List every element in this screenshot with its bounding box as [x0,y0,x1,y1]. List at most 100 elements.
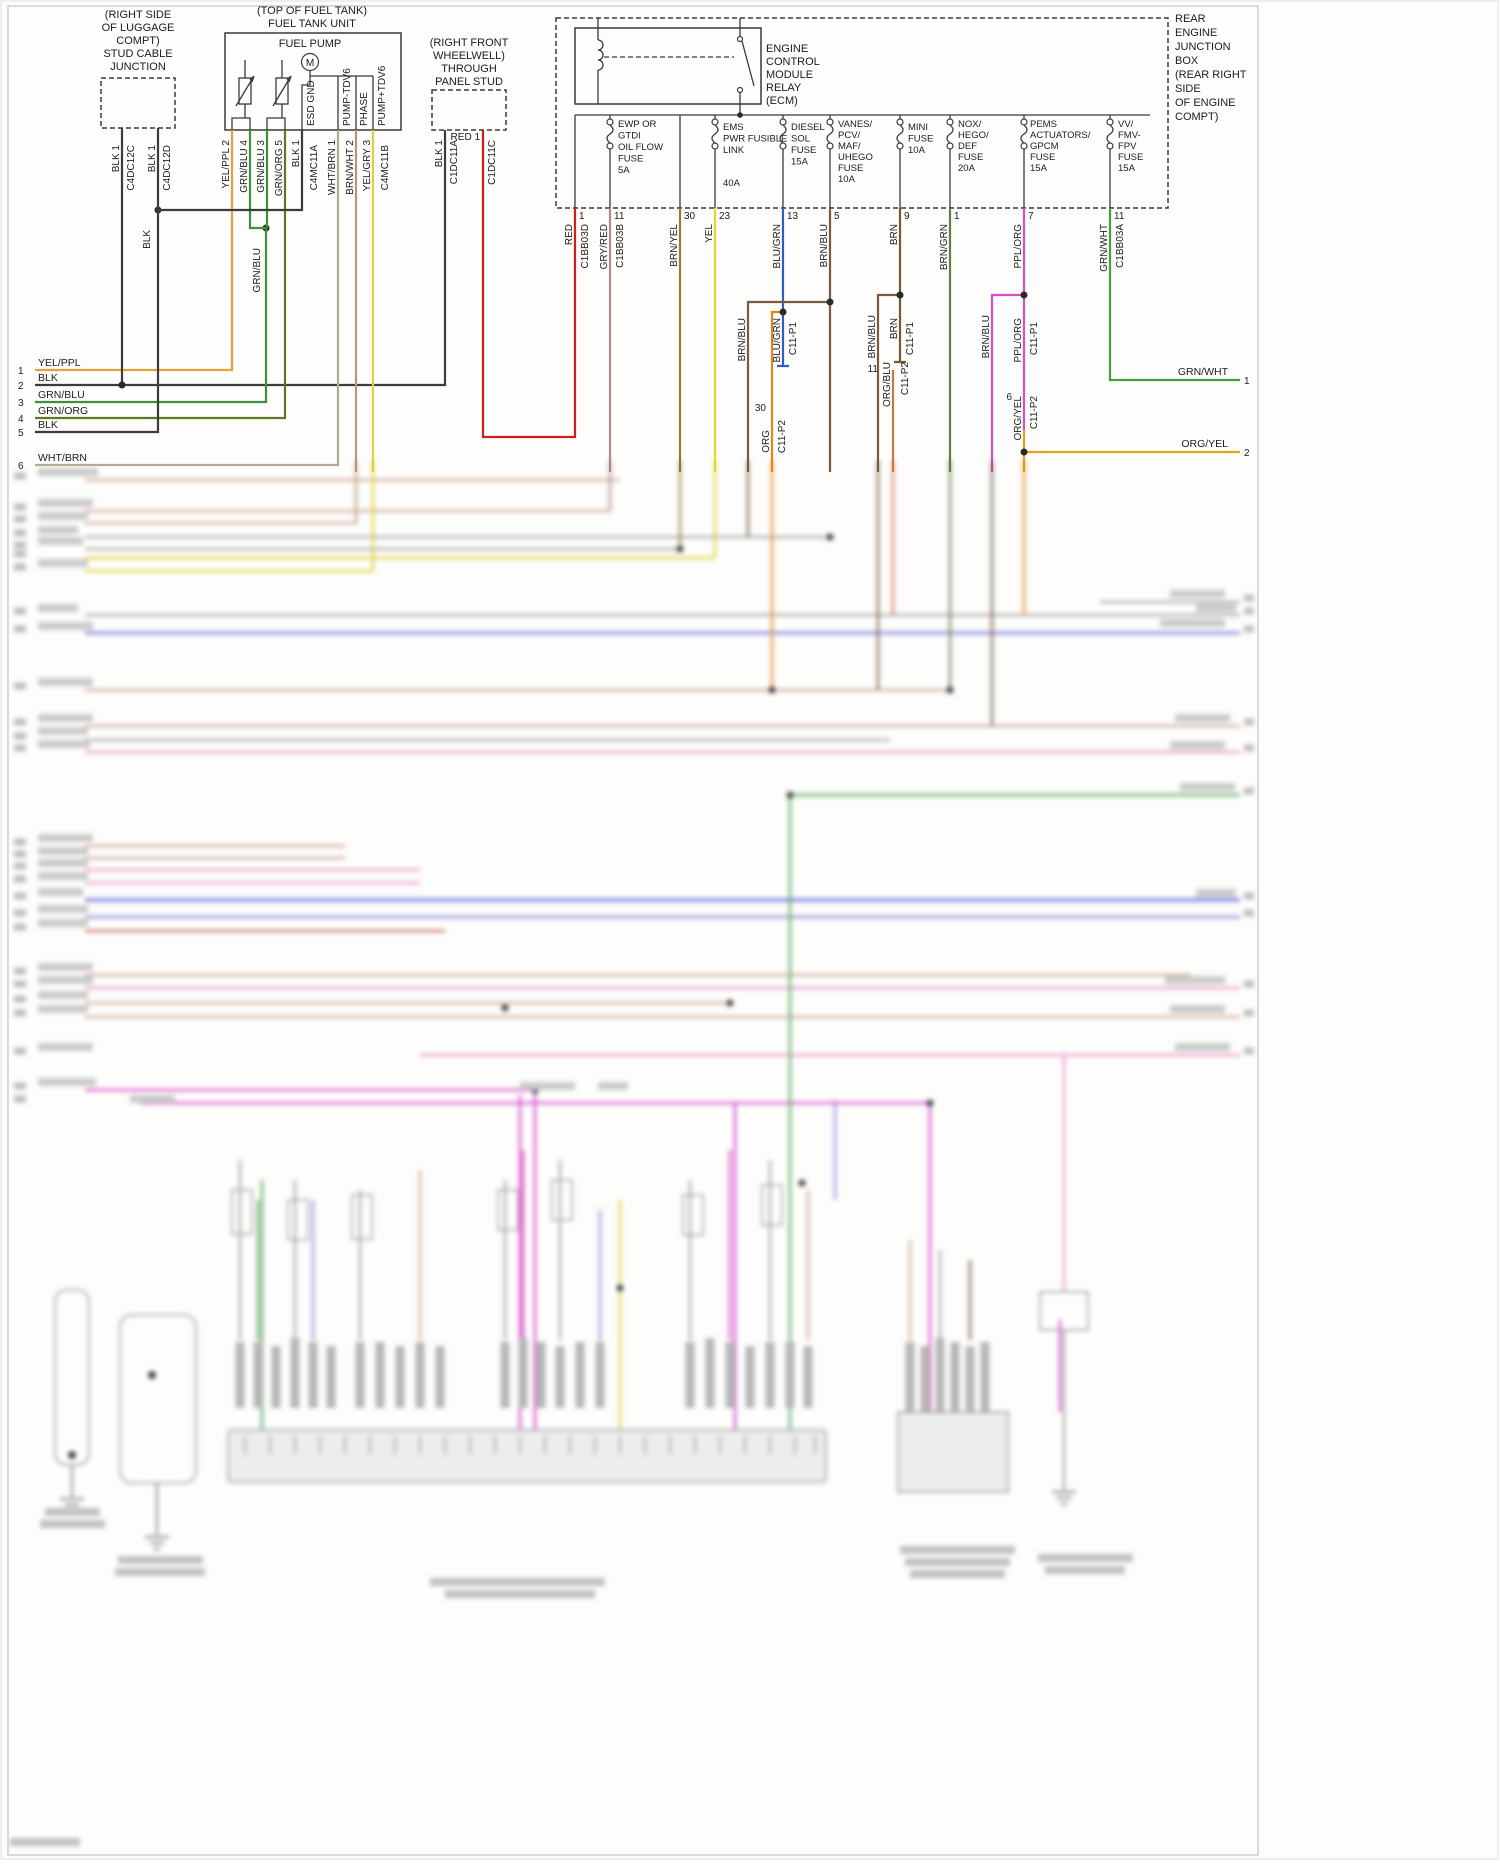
wire-blu-grn [777,208,789,368]
wire-ppl-org [990,208,1026,472]
output-pin-numbers: 1 11 30 23 13 5 9 1 7 11 [579,211,1125,222]
blurred-wires-yellow [85,460,717,1430]
row-label: GRN/WHT [1178,366,1229,378]
splice-dot [779,308,787,316]
left-row-markers: 1 YEL/PPL 2 BLK 3 GRN/BLU 4 GRN/ORG 5 BL… [18,357,88,472]
row-number: 5 [18,428,24,439]
fuse-vanes-pcv-maf-uhego: VANES/ PCV/ MAF/ UHEGO FUSE 10A [838,119,873,185]
pin-label: YEL/GRY 3 [362,140,373,192]
relay-label-line: MODULE [766,69,813,81]
wheelwell-caption-line: THROUGH [441,63,497,75]
fuse-label: FMV- [1118,130,1141,141]
fuse-label: VANES/ [838,119,873,130]
right-row-markers: GRN/WHT 1 ORG/YEL 2 [1178,366,1250,459]
pin-number: 23 [719,211,731,222]
conn-label: C4MC11A [309,145,320,191]
splice-dot [1020,448,1028,456]
blurred-right-labels [1160,590,1236,1051]
internal-label: ESD GND [306,80,317,126]
stud-cable-junction: (RIGHT SIDE OF LUGGAGE COMPT) STUD CABLE… [100,9,176,249]
blurred-left-labels [38,468,628,1103]
jb-caption-line: JUNCTION [1175,41,1231,53]
pin-number: 13 [787,211,799,222]
fuse-label: GPCM [1030,141,1059,152]
fuse-label: EWP OR [618,119,656,130]
pin-label: YEL/PPL 2 [221,140,232,189]
wire-label: PPL/ORG [1013,318,1024,363]
fuel-tank-unit: (TOP OF FUEL TANK) FUEL TANK UNIT FUEL P… [221,5,402,292]
wire-org [770,310,783,472]
row-label: GRN/ORG [38,405,88,417]
junction-box-caption: REAR ENGINE JUNCTION BOX (REAR RIGHT SID… [1175,13,1247,123]
conn-label: C1BB03B [615,224,626,268]
fuse-label: DEF [958,141,977,152]
blurred-left-component [119,1314,197,1484]
pin-number: 6 [1006,392,1012,403]
fuse-label: FUSE [1118,152,1143,163]
splice-dot [826,298,834,306]
conn-label: C1DC11A [449,140,460,185]
wire-label: BLK 1 [111,145,122,173]
fuse-label: FUSE [791,145,816,156]
wire-red [481,130,577,439]
row-number: 1 [18,366,24,377]
wire-label: BRN/GRN [939,224,950,270]
wire-org-yel [1022,430,1240,472]
internal-label: PUMP+TDV6 [377,65,388,126]
blurred-bottom-text [10,1508,1133,1846]
wire-label: BLU/GRN [772,224,783,268]
row-label: WHT/BRN [38,452,87,464]
internal-label: PUMP-TDV6 [342,68,353,126]
blurred-wires-pink [85,750,1240,1292]
fuel-level-sender [231,60,255,130]
conn-label: C4DC12D [162,145,173,191]
wire-label: BRN [889,318,900,339]
conn-label: C11-P2 [1029,396,1040,430]
fuse-label: FUSE [618,154,643,165]
row-label: BLK [38,372,58,384]
blurred-connector-outlines [231,1179,783,1241]
row-label: GRN/BLU [38,389,85,401]
power-bus [574,114,1150,208]
fuse-label: 10A [908,145,926,156]
fuel-tank-name: FUEL TANK UNIT [268,18,356,30]
junction-box-outline [555,17,1169,209]
fuse-label: 15A [791,157,809,168]
jb-caption-line: REAR [1175,13,1206,25]
fuse-label: NOX/ [958,119,982,130]
jb-caption-line: OF ENGINE [1175,97,1236,109]
fuse-label: ACTUATORS/ [1030,130,1091,141]
conn-label: C4MC11B [380,145,391,191]
wire-label: ORG [761,430,772,453]
bus-dot [737,112,743,118]
fuse-vv-fmv-fpv: VV/ FMV- FPV FUSE 15A [1118,119,1143,174]
pin-number: 1 [954,211,960,222]
stud-caption-line: STUD CABLE [103,48,172,60]
wire-blk-row2 [35,128,447,387]
conn-label: C4DC12C [126,145,137,191]
conn-label: C1BB03D [580,224,591,268]
fuse-label: 15A [1118,163,1136,174]
pin-label: BLK 1 [291,140,302,168]
stud-junction-box [100,77,176,129]
wire-label: RED 1 [451,132,481,143]
wire-label: ORG/YEL [1013,396,1024,441]
fuse-label: OIL FLOW [618,142,663,153]
wire-label: BRN [889,224,900,245]
wire-label: BRN/YEL [669,224,680,267]
fuel-pump-label: FUEL PUMP [279,38,342,50]
blurred-splice-dots [68,533,954,1459]
fuses: EWP OR GTDI OIL FLOW FUSE 5A EMS PWR FUS… [606,115,1143,208]
fuse-label: 20A [958,163,976,174]
relay-switch-blade [739,40,755,115]
fuse-label: PCV/ [838,130,861,141]
pump-internal-wires [301,70,374,130]
conn-label: C11-P1 [788,322,799,356]
fuel-level-sender [266,60,292,130]
output-wire-labels: RED C1BB03D GRY/RED C1BB03B BRN/YEL YEL … [564,224,1126,272]
blurred-lower-section [10,460,1254,1846]
blurred-wires-magenta [85,1088,1062,1430]
wire-label: GRY/RED [599,224,610,269]
fuse-label: DIESEL [791,122,825,133]
